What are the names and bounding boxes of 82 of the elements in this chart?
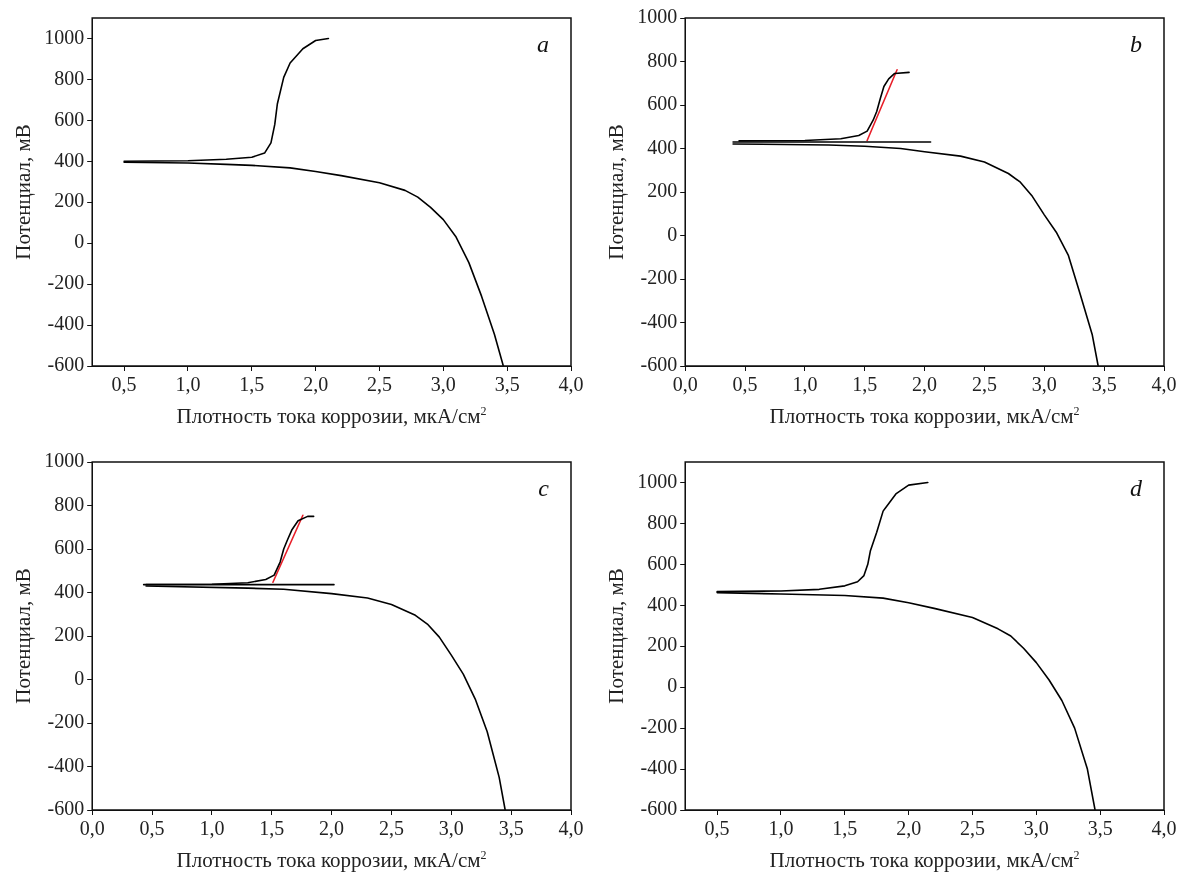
y-tick-label: -200 [640,266,678,289]
x-tick-label: 3,5 [1087,817,1113,840]
y-tick-label: 200 [647,179,678,202]
y-tick-label: 400 [647,592,678,615]
y-tick-label: 200 [647,633,678,656]
x-tick-label: 4,0 [1151,373,1177,396]
x-tick-label: 2,5 [378,817,404,840]
x-tick-label: 4,0 [1151,817,1177,840]
x-tick-label: 1,5 [832,817,858,840]
x-tick-label: 0,5 [704,817,730,840]
x-axis-title: Плотность тока коррозии, мкА/см$^{2}$ [768,848,1081,873]
y-tick-label: 600 [647,92,678,115]
x-tick-label: 2,5 [971,373,997,396]
y-tick-label: -400 [640,756,678,779]
y-tick-label: 400 [54,148,85,171]
y-tick-label: -400 [47,312,85,335]
y-tick-label: 1000 [637,5,678,28]
x-tick-label: 3,5 [494,373,520,396]
x-tick-label: 1,0 [175,373,201,396]
x-tick-label: 2,0 [303,373,329,396]
x-tick-label: 2,0 [319,817,345,840]
x-tick-label: 3,0 [430,373,456,396]
y-tick-label: 800 [647,510,678,533]
x-axis-title: Плотность тока коррозии, мкА/см$^{2}$ [175,404,488,429]
annotation: c [538,475,550,502]
x-tick-label: 1,5 [239,373,265,396]
x-tick-label: 0,0 [672,373,698,396]
annotation: d [1130,475,1143,502]
x-tick-label: 3,0 [438,817,464,840]
x-tick-label: 4,0 [558,817,584,840]
x-tick-label: 1,0 [768,817,794,840]
y-tick-label: -600 [640,353,678,376]
x-tick-label: 3,5 [1091,373,1117,396]
y-tick-label: 0 [74,666,85,689]
x-tick-label: 1,0 [792,373,818,396]
x-tick-label: 2,0 [896,817,922,840]
x-tick-label: 3,5 [498,817,524,840]
annotation: a [537,31,549,58]
y-tick-label: 800 [54,66,85,89]
x-tick-label: 1,5 [852,373,878,396]
y-tick-label: -400 [640,309,678,332]
y-tick-label: 1000 [637,469,678,492]
y-tick-label: 0 [667,674,678,697]
y-tick-label: 200 [54,623,85,646]
y-tick-label: -200 [47,710,85,733]
x-tick-label: 0,5 [732,373,758,396]
y-tick-label: 800 [54,492,85,515]
y-tick-label: 1000 [44,449,85,472]
y-tick-label: -400 [47,753,85,776]
y-tick-label: -600 [47,353,85,376]
x-tick-label: 2,5 [366,373,392,396]
y-tick-label: 400 [54,579,85,602]
x-tick-label: 0,5 [111,373,137,396]
y-tick-label: 1000 [44,25,85,48]
y-tick-label: 600 [54,107,85,130]
x-tick-label: 0,0 [79,817,105,840]
y-axis-title: Потенциал, мВ [604,568,629,704]
y-tick-label: -200 [640,715,678,738]
y-tick-label: 600 [54,536,85,559]
y-axis-title: Потенциал, мВ [11,568,36,704]
x-tick-label: 2,5 [959,817,985,840]
y-tick-label: -600 [640,797,678,820]
x-tick-label: 3,0 [1031,373,1057,396]
y-tick-label: 600 [647,551,678,574]
y-tick-label: 0 [667,222,678,245]
x-tick-label: 0,5 [139,817,165,840]
y-axis-title: Потенциал, мВ [11,124,36,260]
x-tick-label: 4,0 [558,373,584,396]
x-tick-label: 3,0 [1023,817,1049,840]
x-tick-label: 1,5 [259,817,285,840]
x-axis-title: Плотность тока коррозии, мкА/см$^{2}$ [768,404,1081,429]
y-tick-label: -600 [47,797,85,820]
x-tick-label: 2,0 [912,373,938,396]
x-axis-title: Плотность тока коррозии, мкА/см$^{2}$ [175,848,488,873]
y-tick-label: 800 [647,48,678,71]
y-tick-label: 0 [74,230,85,253]
annotation: b [1130,31,1142,58]
y-axis-title: Потенциал, мВ [604,124,629,260]
y-tick-label: -200 [47,271,85,294]
y-tick-label: 400 [647,135,678,158]
x-tick-label: 1,0 [199,817,225,840]
y-tick-label: 200 [54,189,85,212]
